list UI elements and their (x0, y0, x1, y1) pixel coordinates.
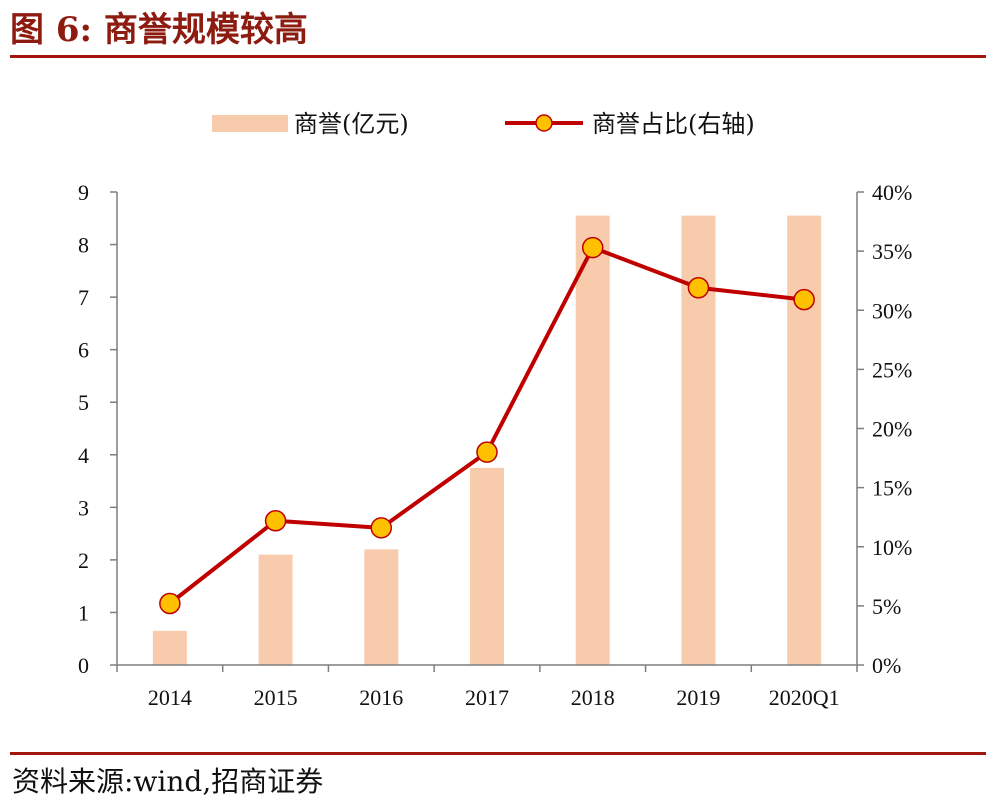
bar-2015 (258, 554, 293, 665)
bar-2014 (152, 630, 187, 665)
x-tick-label: 2017 (465, 685, 509, 710)
y-left-tick-label: 2 (78, 548, 89, 573)
x-tick-label: 2016 (359, 685, 403, 710)
y-left-tick-label: 0 (78, 653, 89, 678)
line-point-2018 (581, 236, 604, 259)
y-left-tick-label: 4 (78, 443, 89, 468)
combo-chart: 商誉(亿元) 商誉占比(右轴) 0 1 2 3 4 5 6 7 8 9 0% 5% 10% 15% 20% 2… (78, 110, 912, 710)
y-left-tick-label: 5 (78, 390, 89, 415)
footer-divider (10, 752, 986, 755)
y-left-tick-label: 6 (78, 338, 89, 363)
line-point-2020q1 (793, 288, 815, 311)
y-right-tick-label: 35% (872, 239, 912, 264)
line-point-2014 (159, 592, 181, 615)
bar-2020q1 (787, 215, 822, 665)
legend-line-marker (535, 114, 553, 132)
x-tick-label: 2020Q1 (769, 685, 840, 710)
y-right-tick-label: 25% (872, 357, 912, 382)
y-right-tick-label: 5% (872, 594, 901, 619)
line-point-2016 (370, 517, 393, 539)
x-tick-label: 2018 (571, 685, 615, 710)
y-right-tick-label: 0% (872, 653, 901, 678)
line-point-2017 (476, 441, 498, 463)
y-left-tick-label: 7 (78, 285, 89, 310)
y-right-tick-label: 20% (872, 417, 912, 442)
legend-bar-label: 商誉(亿元) (294, 110, 409, 138)
bar-2018 (575, 215, 610, 665)
chart-legend: 商誉(亿元) 商誉占比(右轴) (212, 110, 755, 138)
bar-2017 (470, 467, 504, 665)
plot-area: 0 1 2 3 4 5 6 7 8 9 0% 5% 10% 15% 20% 25% 30% 35% 40% 2014 2… (78, 180, 912, 710)
figure-title: 图 6: 商誉规模较高 (10, 10, 308, 50)
source-note: 资料来源:wind,招商证券 (12, 765, 324, 798)
y-right-tick-label: 30% (872, 298, 912, 323)
y-left-tick-label: 9 (78, 180, 89, 205)
y-right-tick-label: 10% (872, 535, 912, 560)
x-tick-label: 2015 (254, 685, 298, 710)
y-right-tick-label: 40% (872, 180, 912, 205)
legend-line-label: 商誉占比(右轴) (592, 110, 755, 138)
y-left-tick-label: 3 (78, 495, 89, 520)
y-left-tick-label: 8 (78, 233, 89, 258)
x-tick-label: 2019 (676, 685, 720, 710)
legend-bar-swatch (212, 115, 288, 132)
bar-2016 (364, 549, 399, 665)
line-point-2015 (264, 509, 287, 532)
line-point-2019 (687, 277, 710, 299)
x-tick-label: 2014 (148, 685, 192, 710)
y-left-tick-label: 1 (78, 600, 89, 625)
title-divider (10, 55, 986, 58)
y-right-tick-label: 15% (872, 476, 912, 501)
